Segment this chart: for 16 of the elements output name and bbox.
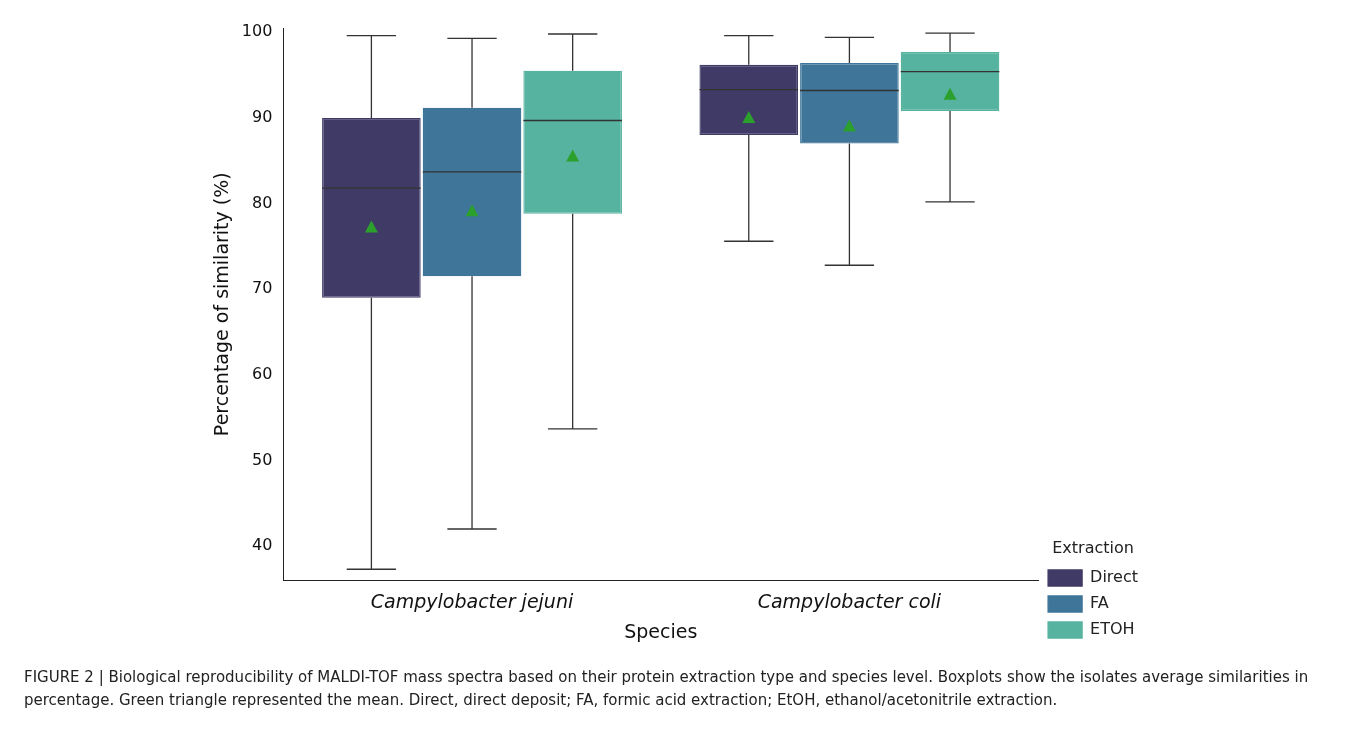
x-tick-label: Campylobacter coli bbox=[757, 589, 942, 612]
legend-label: Direct bbox=[1090, 567, 1138, 587]
caption: FIGURE 2 | Biological reproducibility of MALDI-TOF mass spectra based on their protein extraction type and species level. Boxplots show the isolates average similarities in percentage. Green triangle represented the mean. Direct, direct deposit; FA, formic acid extraction; EtOH, ethanol/acetonitrile extraction. bbox=[24, 667, 1310, 711]
legend-title: Extraction bbox=[1052, 537, 1134, 557]
x-axis-title: Species bbox=[624, 619, 698, 642]
y-tick-label: 70 bbox=[251, 278, 273, 298]
y-tick-label: 90 bbox=[251, 107, 273, 127]
y-tick-label: 80 bbox=[251, 192, 273, 212]
y-axis-title: Percentage of similarity (%) bbox=[210, 172, 233, 437]
y-tick-label: 40 bbox=[251, 535, 273, 555]
y-tick-label: 100 bbox=[241, 21, 273, 41]
y-tick-label: 60 bbox=[251, 364, 273, 384]
legend-label: ETOH bbox=[1090, 619, 1135, 639]
y-tick-label: 50 bbox=[251, 449, 273, 469]
legend-label: FA bbox=[1090, 593, 1109, 613]
x-tick-label: Campylobacter jejuni bbox=[370, 589, 574, 612]
